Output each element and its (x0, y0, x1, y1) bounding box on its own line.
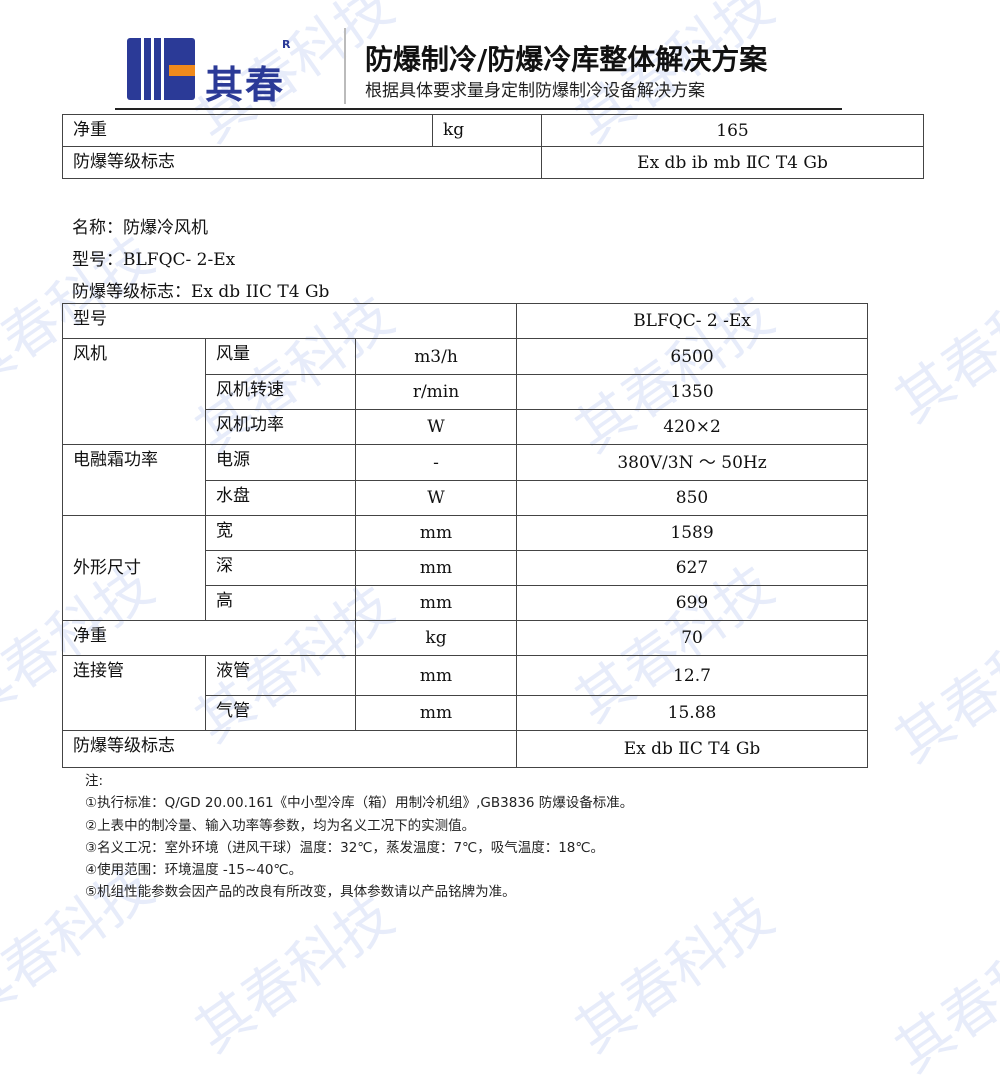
item: 风量 (205, 338, 356, 375)
label: 型号 (61, 303, 518, 339)
unit: mm (354, 585, 518, 621)
group-label: 风机 (62, 338, 206, 445)
notes-title: 注: (85, 773, 104, 789)
unit: mm (354, 695, 518, 731)
value: 15.88 (516, 695, 869, 731)
page-subtitle: 根据具体要求量身定制防爆制冷设备解决方案 (365, 81, 705, 101)
unit: m3/h (354, 338, 518, 375)
watermark-text: 其春科技 (884, 903, 1000, 1086)
value: Ex db ib mb ⅡC T4 Gb (541, 146, 924, 179)
registered-mark: R (282, 38, 291, 51)
item: 电源 (205, 444, 356, 481)
unit: mm (354, 515, 518, 551)
note-item: ③名义工况：室外环境（进风干球）温度：32℃，蒸发温度：7℃，吸气温度：18℃。 (85, 839, 605, 856)
value: 70 (516, 620, 869, 656)
notes: 注: ①执行标准：Q/GD 20.00.161《中小型冷库（箱）用制冷机组》,G… (85, 770, 633, 904)
top-spec-table: 净重 kg 165 防爆等级标志 Ex db ib mb ⅡC T4 Gb (62, 114, 924, 179)
header-rule (115, 108, 842, 110)
note-item: ⑤机组性能参数会因产品的改良有所改变，具体参数请以产品铭牌为准。 (85, 884, 516, 901)
value: 1350 (516, 374, 869, 410)
value: 6500 (516, 338, 869, 375)
value: 1589 (516, 515, 869, 551)
label: 净重 (62, 114, 433, 147)
unit: - (354, 444, 518, 481)
unit: kg (354, 620, 518, 656)
value: 165 (541, 114, 924, 147)
item: 高 (205, 585, 356, 621)
unit: mm (354, 550, 518, 586)
note-item: ④使用范围：环境温度 -15~40℃。 (85, 862, 303, 879)
note-item: ②上表中的制冷量、输入功率等参数，均为名义工况下的实测值。 (85, 817, 476, 834)
value: 699 (516, 585, 869, 621)
value: BLFQC- 2 -Ex (516, 303, 869, 339)
item: 风机转速 (205, 374, 356, 410)
product-name: 名称：防爆冷风机 (72, 218, 208, 238)
unit: kg (432, 114, 542, 147)
watermark-text: 其春科技 (884, 253, 1000, 436)
product-ex-mark: 防爆等级标志：Ex db IIC T4 Gb (72, 282, 330, 302)
item: 水盘 (205, 480, 356, 516)
value: 850 (516, 480, 869, 516)
item: 气管 (205, 695, 356, 731)
unit: mm (354, 655, 518, 696)
unit: r/min (354, 374, 518, 410)
value: Ex db ⅡC T4 Gb (516, 730, 869, 768)
unit: W (354, 409, 518, 445)
note-item: ①执行标准：Q/GD 20.00.161《中小型冷库（箱）用制冷机组》,GB38… (85, 795, 634, 812)
item: 深 (205, 550, 356, 586)
item: 风机功率 (205, 409, 356, 445)
item: 宽 (205, 515, 356, 551)
label: 防爆等级标志 (61, 730, 518, 768)
unit: W (354, 480, 518, 516)
value: 380V/3N ～ 50Hz (516, 444, 869, 481)
label: 防爆等级标志 (62, 146, 542, 179)
watermark-text: 其春科技 (884, 593, 1000, 776)
value: 12.7 (516, 655, 869, 696)
table-row: 防爆等级标志 Ex db ib mb ⅡC T4 Gb (62, 146, 924, 179)
brand-logo (127, 38, 195, 100)
spec-table: 型号 BLFQC- 2 -Ex 风机 风量 m3/h 6500 风机转速 r/min 135… (61, 303, 869, 768)
value: 420×2 (516, 409, 869, 445)
brand-name: 其春 (205, 63, 286, 107)
item: 液管 (205, 655, 356, 696)
page-title: 防爆制冷/防爆冷库整体解决方案 (365, 43, 768, 76)
group-label: 电融霜功率 (62, 444, 206, 516)
divider (344, 28, 346, 104)
table-row: 净重 kg 165 (62, 114, 924, 147)
label: 净重 (62, 620, 356, 656)
group-label: 连接管 (62, 655, 206, 731)
value: 627 (516, 550, 869, 586)
group-label: 外形尺寸 (62, 515, 206, 621)
product-model: 型号：BLFQC- 2-Ex (72, 250, 236, 270)
